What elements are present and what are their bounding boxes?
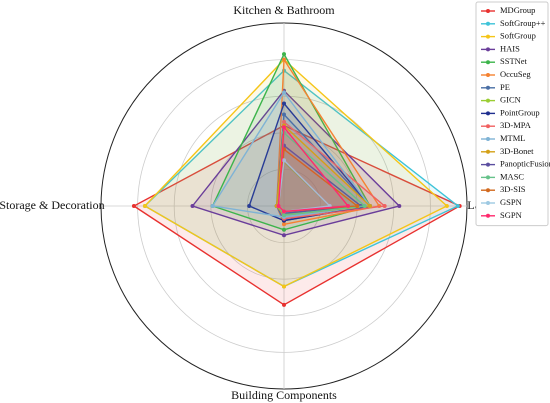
legend-dot xyxy=(486,213,490,218)
legend-label: SoftGroup++ xyxy=(500,18,546,28)
legend-label: PointGroup xyxy=(500,107,540,117)
series-point xyxy=(282,209,286,214)
series-point xyxy=(142,204,147,208)
legend-dot xyxy=(486,124,490,129)
legend-label: SoftGroup xyxy=(500,31,536,41)
axis-label: Storage & Decoration xyxy=(0,198,105,212)
series-point xyxy=(282,284,286,289)
series-point xyxy=(282,158,286,163)
series-point xyxy=(131,204,136,208)
legend-dot xyxy=(486,175,490,180)
legend-box xyxy=(475,1,549,227)
series-point xyxy=(282,125,286,130)
series-point xyxy=(276,204,281,208)
series-point xyxy=(397,204,402,208)
legend-dot xyxy=(486,21,490,26)
axis-label: Kitchen & Bathroom xyxy=(233,3,335,17)
legend-dot xyxy=(486,9,490,13)
series-point xyxy=(282,119,286,124)
legend-dot xyxy=(486,111,490,116)
legend-dot xyxy=(486,47,490,52)
series-point xyxy=(190,204,195,208)
legend-dot xyxy=(486,201,490,205)
legend-label: 3D-MPA xyxy=(500,120,532,130)
series-point xyxy=(346,204,351,208)
series-point xyxy=(282,90,286,95)
legend-dot xyxy=(486,149,490,154)
legend-dot xyxy=(486,60,490,65)
series-point xyxy=(282,222,286,227)
legend-dot xyxy=(486,137,490,141)
legend-label: HAIS xyxy=(500,43,520,53)
series-point xyxy=(210,204,215,208)
series-point xyxy=(282,57,286,62)
series-point xyxy=(368,204,373,208)
series-point xyxy=(247,204,252,208)
legend-label: 3D-Bonet xyxy=(500,146,534,156)
legend-label: MTML xyxy=(500,133,526,143)
legend-label: 3D-SIS xyxy=(500,184,526,194)
series-point xyxy=(444,204,449,208)
legend-label: PE xyxy=(500,82,510,92)
series-point xyxy=(362,204,367,208)
legend-label: SGPN xyxy=(500,210,522,220)
series-point xyxy=(282,52,286,57)
legend-label: MDGroup xyxy=(500,5,535,15)
series-point xyxy=(355,204,360,208)
legend-label: SSTNet xyxy=(500,56,528,66)
series-point xyxy=(282,112,286,117)
legend-dot xyxy=(486,34,490,39)
legend-label: GICN xyxy=(500,95,521,105)
series-point xyxy=(455,204,460,208)
axis-label: Building Components xyxy=(231,388,337,402)
series-point xyxy=(282,227,286,232)
series-point xyxy=(282,101,286,106)
legend-dot xyxy=(486,98,490,103)
legend-label: MASC xyxy=(500,171,524,181)
legend-dot xyxy=(486,162,490,167)
legend-dot xyxy=(486,188,490,193)
legend-label: PanopticFusion xyxy=(500,159,550,169)
series-point xyxy=(282,302,286,307)
series-point xyxy=(282,233,286,238)
legend-dot xyxy=(486,85,490,90)
legend-label: OccuSeg xyxy=(500,69,531,79)
legend-dot xyxy=(486,73,490,77)
legend-label: GSPN xyxy=(500,197,522,207)
series-point xyxy=(282,213,286,218)
series-point xyxy=(382,204,387,208)
